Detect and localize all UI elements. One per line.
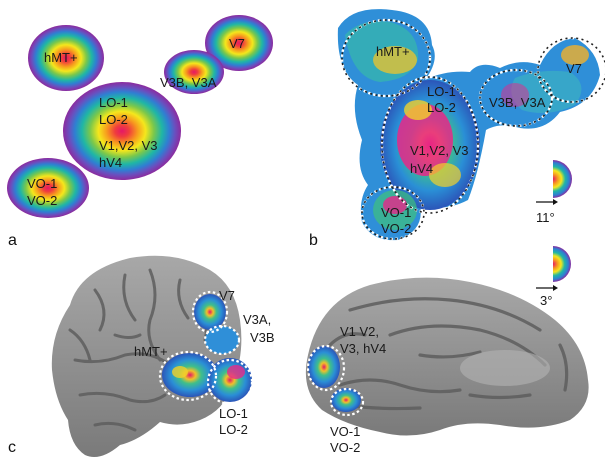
label-b-hmt: hMT+ (376, 44, 410, 59)
label-a-v7: V7 (229, 36, 245, 51)
hmt-field (28, 25, 104, 91)
label-a-vo2: VO-2 (27, 193, 57, 208)
label-a-vo1: VO-1 (27, 176, 57, 191)
label-c-v1v2: V1 V2, (340, 324, 379, 339)
label-a-v1v2v3: V1,V2, V3 (99, 138, 158, 153)
map-patch (227, 365, 245, 379)
label-c-vo1: VO-1 (330, 424, 360, 439)
label-b-vo2: VO-2 (381, 221, 411, 236)
panel-a: hMT+ V7 V3B, V3A LO-1 LO-2 V1,V2, V3 hV4… (7, 15, 273, 218)
label-c-v7: V7 (219, 288, 235, 303)
scale-large-arrow-icon (553, 199, 558, 205)
early-visual-field (63, 82, 181, 180)
medial-v1-activation (308, 346, 340, 388)
label-c-vo2: VO-2 (330, 440, 360, 455)
v7-field (205, 15, 273, 71)
map-patch (561, 45, 589, 65)
map-center (397, 104, 453, 176)
panel-label-a: a (8, 232, 17, 249)
label-b-hv4: hV4 (410, 161, 433, 176)
panel-c: V7 V3A, V3B hMT+ LO-1 LO-2 V1 V2, V3, hV… (51, 255, 589, 458)
label-a-lo1: LO-1 (99, 95, 128, 110)
label-b-lo1: LO-1 (427, 84, 456, 99)
label-b-v3b-v3a: V3B, V3A (489, 95, 546, 110)
label-c-hmt: hMT+ (134, 344, 168, 359)
v3b-v3a-field (164, 50, 224, 94)
label-b-vo1: VO-1 (381, 205, 411, 220)
lateral-roi-outlines (158, 290, 254, 406)
scale-small-label: 3° (540, 293, 552, 308)
label-c-v3a: V3A, (243, 312, 271, 327)
panel-label-b: b (309, 232, 318, 249)
lateral-v7-activation (194, 294, 226, 330)
lateral-brain (51, 255, 242, 458)
scale-mask (534, 244, 553, 286)
label-c-v3hv4: V3, hV4 (340, 341, 386, 356)
label-b-v7: V7 (566, 61, 582, 76)
scale-small-arrow-icon (553, 285, 558, 291)
roi-outlines-dark (341, 19, 605, 240)
label-a-hmt: hMT+ (44, 50, 78, 65)
lateral-v3ab-activation (205, 326, 239, 354)
label-b-lo2: LO-2 (427, 100, 456, 115)
label-b-v1v2v3: V1,V2, V3 (410, 143, 469, 158)
label-a-lo2: LO-2 (99, 112, 128, 127)
label-a-hv4: hV4 (99, 155, 122, 170)
label-c-v3b: V3B (250, 330, 275, 345)
lateral-hmt-activation (162, 353, 218, 397)
map-patch (429, 163, 461, 187)
label-c-lo2: LO-2 (219, 422, 248, 437)
label-a-v3b-v3a: V3B, V3A (160, 75, 217, 90)
lateral-lo-activation (208, 358, 252, 402)
scale-legend: 11° 3° (534, 155, 572, 308)
map-patch (172, 366, 188, 378)
vo-field (7, 158, 89, 218)
medial-wall (460, 350, 550, 386)
map-patch (373, 46, 417, 74)
scale-mask (534, 158, 553, 202)
map-patch (404, 100, 432, 120)
map-patch (383, 196, 407, 214)
map-patch (501, 83, 529, 107)
medial-roi-outlines (306, 344, 365, 417)
scale-large-label: 11° (536, 210, 555, 225)
label-c-lo1: LO-1 (219, 406, 248, 421)
medial-vo-activation (331, 388, 361, 412)
panel-label-c: c (8, 439, 16, 456)
panel-b: hMT+ V7 LO-1 LO-2 V3B, V3A V1,V2, V3 hV4… (337, 9, 605, 241)
